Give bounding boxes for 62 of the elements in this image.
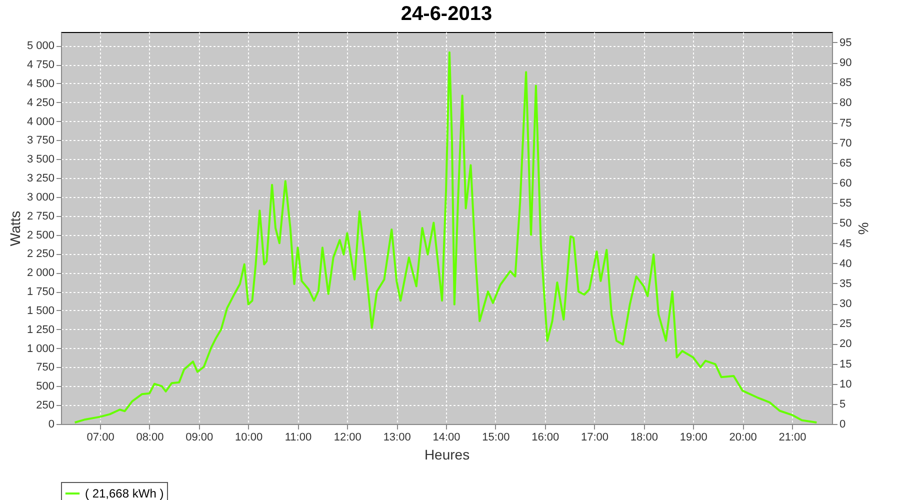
- y2-tick-label: 10: [840, 378, 852, 390]
- y-tick-label: 1 750: [26, 286, 54, 298]
- y-tick-label: 3 000: [26, 191, 54, 204]
- x-tick-label: 17:00: [581, 432, 609, 444]
- y-tick-label: 2 000: [26, 267, 54, 280]
- y-tick-label: 3 750: [26, 134, 54, 147]
- x-tick-label: 13:00: [383, 432, 411, 444]
- y2-tick-label: 60: [840, 178, 852, 190]
- y2-tick-label: 70: [840, 137, 852, 150]
- y-tick-label: 3 500: [26, 154, 54, 166]
- x-axis-title: Heures: [424, 446, 470, 462]
- y2-tick-label: 90: [840, 57, 852, 70]
- y2-tick-label: 80: [840, 97, 852, 110]
- y-tick-label: 4 250: [26, 96, 54, 109]
- y2-axis-title: %: [856, 222, 872, 235]
- x-tick-label: 12:00: [334, 432, 362, 444]
- x-tick-label: 10:00: [235, 432, 263, 444]
- y2-tick-label: 25: [840, 318, 852, 330]
- y-tick-label: 1 250: [26, 324, 54, 336]
- y2-tick-label: 5: [840, 398, 846, 410]
- y2-tick-label: 75: [840, 117, 852, 130]
- y2-tick-label: 85: [840, 77, 852, 90]
- x-tick-label: 19:00: [680, 432, 708, 444]
- y2-tick-label: 55: [840, 198, 852, 210]
- y2-tick-label: 0: [840, 418, 846, 430]
- y-tick-label: 4 500: [26, 78, 54, 90]
- y-tick-label: 4 000: [26, 116, 54, 128]
- y2-tick-label: 20: [840, 338, 852, 350]
- x-tick-label: 11:00: [284, 432, 312, 444]
- y-tick-label: 2 250: [26, 248, 54, 260]
- y-tick-label: 750: [36, 362, 54, 374]
- y-tick-label: 0: [48, 418, 54, 430]
- y-axis-title: Watts: [6, 210, 23, 246]
- y-tick-label: 2 500: [26, 229, 54, 242]
- x-tick-label: 07:00: [86, 432, 114, 444]
- y-tick-label: 1 500: [26, 304, 54, 317]
- y2-tick-label: 15: [840, 358, 852, 370]
- y-tick-label: 2 750: [26, 210, 54, 222]
- chart-title: 24-6-2013: [400, 3, 492, 25]
- y-tick-label: 1 000: [26, 342, 54, 355]
- x-tick-label: 21:00: [778, 432, 806, 444]
- x-tick-label: 20:00: [729, 432, 757, 444]
- y2-tick-label: 45: [840, 238, 852, 250]
- y2-tick-label: 95: [840, 36, 852, 49]
- y-tick-label: 4 750: [26, 59, 54, 72]
- y2-tick-label: 50: [840, 218, 852, 230]
- x-tick-label: 15:00: [482, 432, 510, 444]
- y-tick-label: 5 000: [26, 40, 54, 52]
- y2-tick-label: 40: [840, 258, 852, 270]
- y2-tick-label: 65: [840, 157, 852, 170]
- x-tick-label: 16:00: [532, 432, 560, 444]
- legend-label: ( 21,668 kWh ): [85, 486, 164, 500]
- y-tick-label: 3 250: [26, 172, 54, 185]
- line-series: [74, 51, 818, 424]
- x-tick-label: 09:00: [186, 432, 214, 444]
- y-tick-label: 500: [36, 380, 54, 393]
- x-tick-label: 14:00: [432, 432, 460, 444]
- y-tick-label: 250: [36, 400, 54, 412]
- y2-tick-label: 35: [840, 278, 852, 290]
- x-tick-label: 08:00: [136, 432, 164, 444]
- y2-tick-label: 30: [840, 298, 852, 310]
- x-tick-label: 18:00: [630, 432, 658, 444]
